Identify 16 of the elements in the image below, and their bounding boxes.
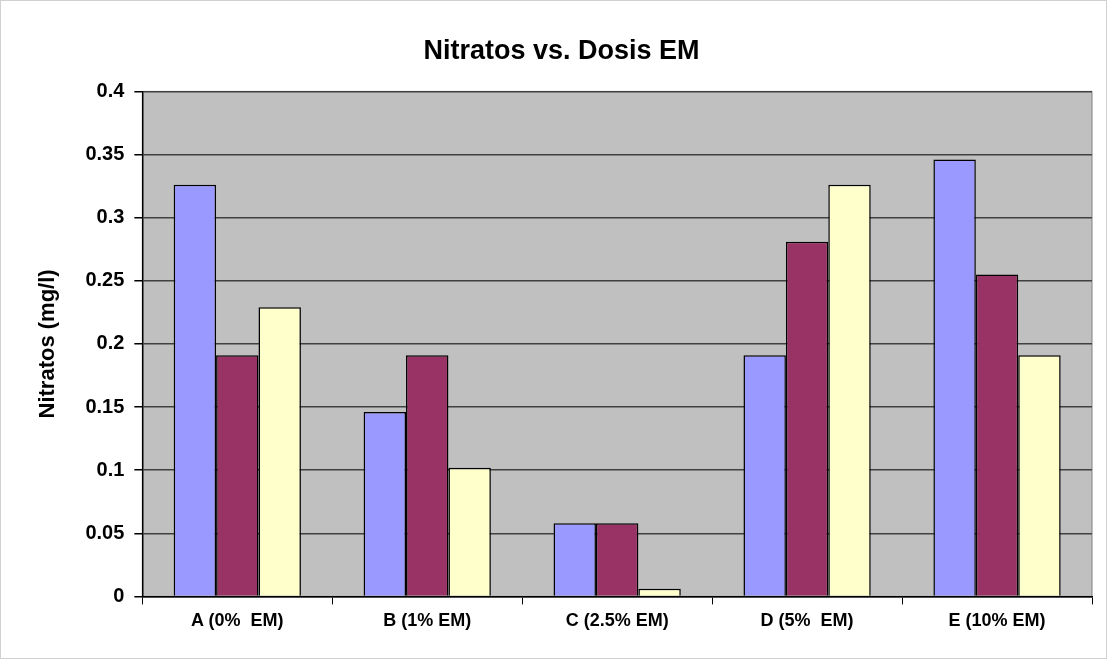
chart-title: Nitratos vs. Dosis EM — [423, 34, 700, 65]
y-tick-label: 0.4 — [96, 78, 126, 101]
y-tick-label: 0.05 — [85, 520, 125, 543]
y-tick-label: 0.35 — [85, 142, 125, 165]
y-tick-label: 0.1 — [96, 457, 125, 480]
y-tick-label: 0.2 — [96, 331, 125, 354]
y-axis-title: Nitratos (mg/l) — [34, 269, 60, 419]
y-tick-label: 0.3 — [96, 205, 125, 228]
x-tick-label: D (5% EM) — [760, 610, 854, 631]
y-tick-label: 0.15 — [85, 394, 125, 417]
x-tick-label: B (1% EM) — [383, 610, 472, 631]
y-tick-label: 0 — [113, 583, 125, 606]
x-tick-label: A (0% EM) — [191, 610, 284, 631]
x-tick-label: C (2.5% EM) — [565, 610, 669, 631]
x-tick-label: E (10% EM) — [948, 610, 1046, 631]
y-tick-label: 0.25 — [85, 268, 125, 291]
